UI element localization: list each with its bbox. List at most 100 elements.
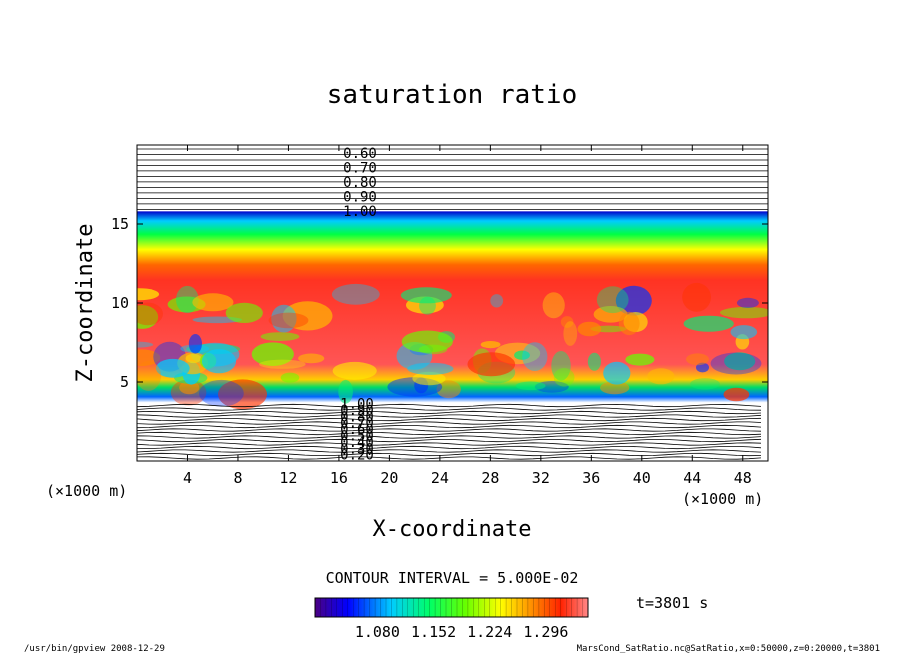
lower-contour-line <box>137 449 762 453</box>
field-blob <box>514 350 530 360</box>
x-unit-right: (×1000 m) <box>682 490 763 508</box>
y-axis-title: Z-coordinate <box>73 224 98 383</box>
x-tick-label: 8 <box>233 469 242 487</box>
x-tick-label: 4 <box>183 469 192 487</box>
upper-contour-label: 1.00 <box>343 204 377 220</box>
x-tick-label: 36 <box>582 469 600 487</box>
lower-contour-line <box>137 417 762 422</box>
field-blob <box>260 332 300 341</box>
field-blob <box>686 353 709 366</box>
colorbar-divisions <box>320 598 583 617</box>
lower-contour-line <box>137 442 762 446</box>
field-blob <box>593 306 628 323</box>
field-blob <box>682 282 711 312</box>
lower-contour-line <box>137 403 762 408</box>
field-blob <box>218 379 267 410</box>
field-blob <box>690 378 720 390</box>
field-blob <box>603 361 631 385</box>
field-blob <box>542 292 565 319</box>
x-axis-title: X-coordinate <box>373 517 532 542</box>
field-blob <box>271 304 297 333</box>
field-blob <box>600 381 630 395</box>
field-blob <box>268 312 309 329</box>
lower-contour-line <box>137 438 762 443</box>
lower-contour-label: 0.40 <box>340 435 374 451</box>
x-tick-label: 16 <box>330 469 348 487</box>
field-blob <box>401 330 453 353</box>
field-blob <box>137 302 163 326</box>
field-blob <box>188 334 202 354</box>
x-ticks: 4 8 12 16 20 24 28 32 36 40 44 48 <box>183 145 752 487</box>
field-blob <box>551 351 571 381</box>
footer-left: /usr/bin/gpview 2008-12-29 <box>24 644 165 654</box>
field-blob <box>225 302 263 323</box>
lower-contour-label: 0.60 <box>340 422 374 438</box>
field-blob <box>137 288 160 301</box>
field-blob <box>407 362 454 375</box>
field-blob <box>251 342 294 367</box>
colorbar-tick-label: 1.296 <box>523 623 568 641</box>
lower-contour-line <box>137 407 762 411</box>
field-blob <box>176 285 199 314</box>
field-blob <box>736 297 759 308</box>
field-blob <box>577 321 602 337</box>
lower-contour-line <box>137 410 762 415</box>
field-blob <box>185 353 202 364</box>
lower-contour-line <box>137 452 762 457</box>
field-blob <box>137 341 154 348</box>
lower-contour-label: 0.20 <box>340 448 374 464</box>
y-tick-label: 10 <box>111 294 129 312</box>
x-tick-label: 40 <box>633 469 651 487</box>
field-blob <box>400 287 452 304</box>
field-blob <box>647 368 675 385</box>
field-blob <box>587 352 602 371</box>
field-blob <box>436 380 461 399</box>
field-blob <box>625 353 655 366</box>
x-unit-left: (×1000 m) <box>46 482 127 500</box>
field-blob <box>201 349 237 374</box>
field-blob <box>155 358 190 378</box>
field-blob <box>258 359 306 369</box>
lower-contour-label: 1.00 <box>340 397 374 413</box>
upper-contour-label: 0.90 <box>343 190 377 206</box>
lower-contour-line <box>137 431 762 436</box>
field-blobs <box>137 282 768 410</box>
lower-contour-line <box>137 421 762 425</box>
x-tick-label: 28 <box>481 469 499 487</box>
lower-contour-label: 0.30 <box>340 441 374 457</box>
field-blob <box>192 293 234 312</box>
field-blob <box>338 379 353 404</box>
upper-contour-label: 0.70 <box>343 161 377 177</box>
lower-contour-line <box>137 445 762 450</box>
field-blob <box>480 341 501 349</box>
colorbar-tick-label: 1.152 <box>411 623 456 641</box>
x-tick-label: 20 <box>380 469 398 487</box>
field-blob <box>730 325 758 340</box>
field-blob <box>618 311 640 336</box>
lower-contour-label: 0.70 <box>340 416 374 432</box>
y-tick-label: 5 <box>120 373 129 391</box>
field-blob <box>419 296 436 315</box>
field-blob <box>563 321 578 346</box>
field-blob <box>615 285 652 316</box>
colorbar-tick-label: 1.224 <box>467 623 512 641</box>
lower-contour-line <box>137 435 762 439</box>
field-blob <box>723 387 750 402</box>
lower-contour-line <box>137 414 762 418</box>
contour-labels: 0.600.700.800.901.001.000.900.800.700.60… <box>340 146 377 464</box>
colorbar: 1.080 1.152 1.224 1.296 <box>314 597 589 641</box>
field-blob <box>596 286 629 314</box>
contour-lines <box>137 148 768 460</box>
saturation-field <box>137 148 768 460</box>
x-tick-label: 12 <box>279 469 297 487</box>
lower-contour-label: 0.90 <box>340 403 374 419</box>
field-blob <box>724 352 756 371</box>
field-blob <box>418 344 448 355</box>
field-blob <box>332 361 377 380</box>
field-blob <box>467 352 516 377</box>
contour-interval: CONTOUR INTERVAL = 5.000E-02 <box>326 569 579 587</box>
x-tick-label: 24 <box>431 469 449 487</box>
